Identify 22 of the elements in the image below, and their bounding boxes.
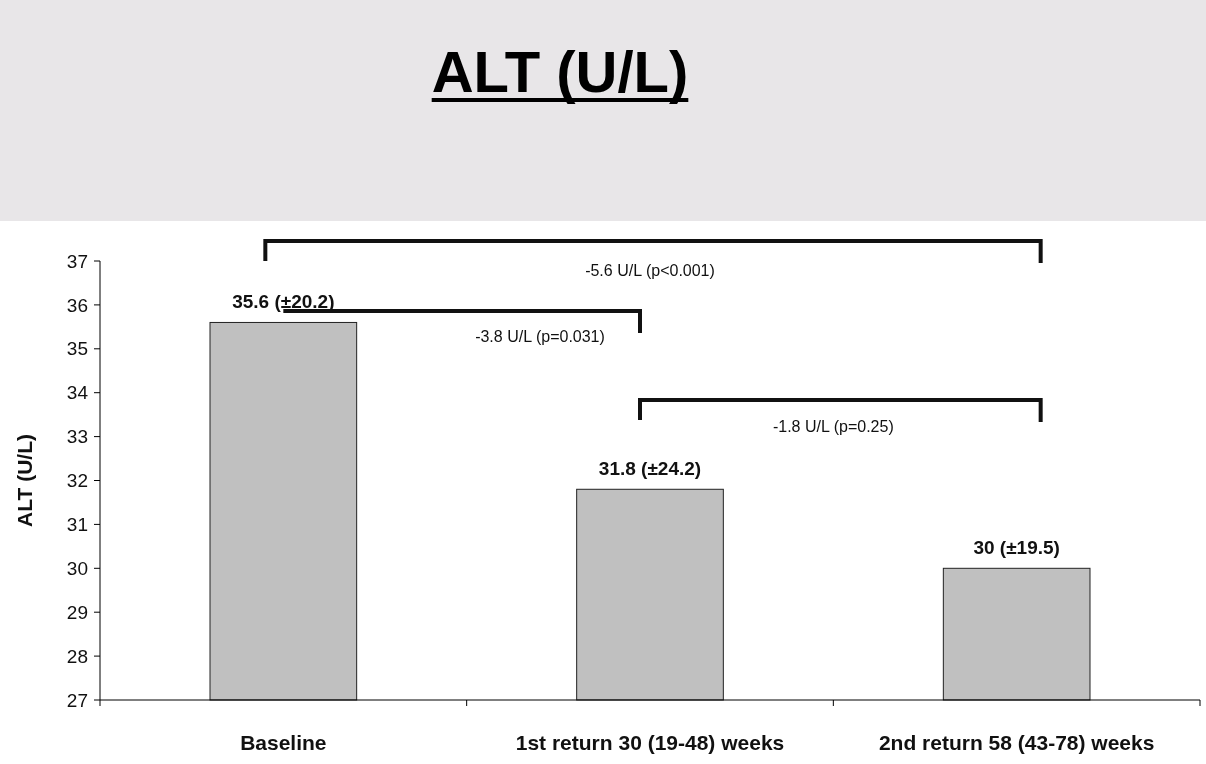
y-tick-label: 32 [66,470,88,492]
y-tick-label: 34 [66,382,89,404]
y-axis-title: ALT (U/L) [13,434,36,527]
x-tick-label: 1st return 30 (19-48) weeks [515,731,785,754]
y-tick-label: 36 [66,294,88,316]
annotation: -5.6 U/L (p<0.001) [585,262,715,279]
x-tick-label: 2nd return 58 (43-78) weeks [878,731,1155,754]
annotation: -3.8 U/L (p=0.031) [475,328,605,345]
annotation: -1.8 U/L (p=0.25) [772,418,894,435]
y-tick-label: 27 [66,689,88,711]
y-tick-label: 28 [66,645,88,667]
data-label: 30 (±19.5) [973,537,1060,559]
y-tick-label: 35 [66,338,88,360]
data-label: 35.6 (±20.2) [232,291,335,313]
y-tick-label: 30 [66,557,88,579]
y-tick-label: 33 [66,426,88,448]
data-label: 31.8 (±24.2) [598,458,702,480]
x-tick-label: Baseline [240,731,327,754]
y-tick-label: 37 [66,250,88,272]
chart-title: ALT (U/L) [431,39,689,104]
y-tick-label: 29 [66,601,88,623]
y-tick-label: 31 [66,514,88,536]
